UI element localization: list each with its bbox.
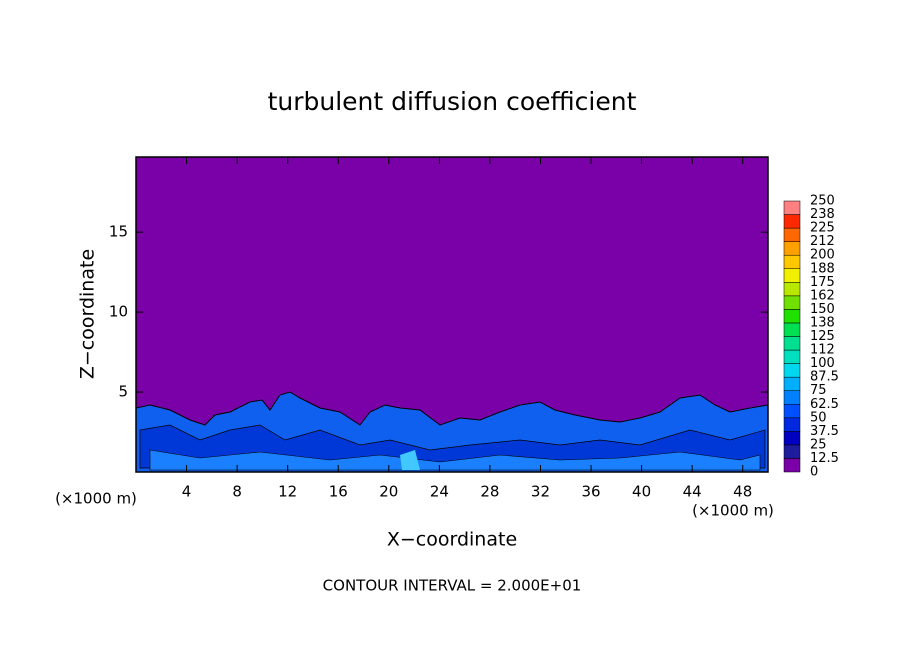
colorbar-band bbox=[783, 417, 801, 432]
colorbar-band bbox=[783, 309, 801, 324]
colorbar-band bbox=[783, 404, 801, 419]
turbulent-field bbox=[135, 391, 769, 473]
x-tick-label: 44 bbox=[683, 483, 702, 501]
colorbar-band bbox=[783, 214, 801, 229]
colorbar-label: 112 bbox=[810, 343, 835, 358]
x-unit-right: (×1000 m) bbox=[692, 502, 774, 520]
colorbar-band bbox=[783, 254, 801, 269]
y-axis-label: Z−coordinate bbox=[77, 249, 99, 379]
colorbar-band bbox=[783, 282, 801, 297]
colorbar-band bbox=[783, 363, 801, 378]
x-tick-label: 36 bbox=[581, 483, 600, 501]
colorbar-band bbox=[783, 349, 801, 364]
colorbar-label: 62.5 bbox=[810, 397, 839, 412]
colorbar-label: 250 bbox=[810, 194, 835, 209]
chart-title: turbulent diffusion coefficient bbox=[268, 87, 637, 116]
colorbar-label: 50 bbox=[810, 410, 827, 425]
colorbar-label: 162 bbox=[810, 288, 835, 303]
colorbar-band bbox=[783, 268, 801, 283]
colorbar-label: 138 bbox=[810, 315, 835, 330]
colorbar-label: 175 bbox=[810, 275, 835, 290]
colorbar-label: 0 bbox=[810, 465, 818, 480]
colorbar-band bbox=[783, 322, 801, 337]
colorbar-label: 12.5 bbox=[810, 451, 839, 466]
x-unit-left: (×1000 m) bbox=[55, 490, 137, 508]
x-tick-label: 28 bbox=[480, 483, 499, 501]
colorbar-band bbox=[783, 295, 801, 310]
colorbar-band bbox=[783, 336, 801, 351]
plot-frame bbox=[135, 156, 769, 473]
colorbar-band bbox=[783, 376, 801, 391]
x-tick-label: 12 bbox=[278, 483, 297, 501]
colorbar-label: 100 bbox=[810, 356, 835, 371]
colorbar-label: 200 bbox=[810, 248, 835, 263]
colorbar-label: 238 bbox=[810, 207, 835, 222]
y-tick-label: 10 bbox=[109, 303, 128, 321]
x-tick-label: 20 bbox=[379, 483, 398, 501]
x-axis-label: X−coordinate bbox=[387, 529, 517, 551]
colorbar-band bbox=[783, 390, 801, 405]
colorbar-label: 75 bbox=[810, 383, 827, 398]
colorbar-band bbox=[783, 444, 801, 459]
colorbar-band bbox=[783, 241, 801, 256]
x-tick-label: 8 bbox=[232, 483, 242, 501]
colorbar-label: 25 bbox=[810, 437, 827, 452]
colorbar-band bbox=[783, 200, 801, 215]
x-tick-label: 40 bbox=[632, 483, 651, 501]
colorbar-label: 225 bbox=[810, 221, 835, 236]
colorbar-label: 87.5 bbox=[810, 370, 839, 385]
colorbar-band bbox=[783, 431, 801, 446]
x-tick-label: 16 bbox=[329, 483, 348, 501]
colorbar-label: 37.5 bbox=[810, 424, 839, 439]
colorbar-label: 212 bbox=[810, 234, 835, 249]
colorbar-label: 188 bbox=[810, 261, 835, 276]
colorbar-band bbox=[783, 227, 801, 242]
x-tick-label: 32 bbox=[531, 483, 550, 501]
x-tick-label: 48 bbox=[733, 483, 752, 501]
x-tick-label: 24 bbox=[430, 483, 449, 501]
colorbar-label: 150 bbox=[810, 302, 835, 317]
y-tick-label: 15 bbox=[109, 223, 128, 241]
x-tick-label: 4 bbox=[182, 483, 192, 501]
y-tick-label: 5 bbox=[118, 383, 128, 401]
colorbar-label: 125 bbox=[810, 329, 835, 344]
footnote: CONTOUR INTERVAL = 2.000E+01 bbox=[323, 577, 582, 595]
colorbar-band bbox=[783, 458, 801, 473]
